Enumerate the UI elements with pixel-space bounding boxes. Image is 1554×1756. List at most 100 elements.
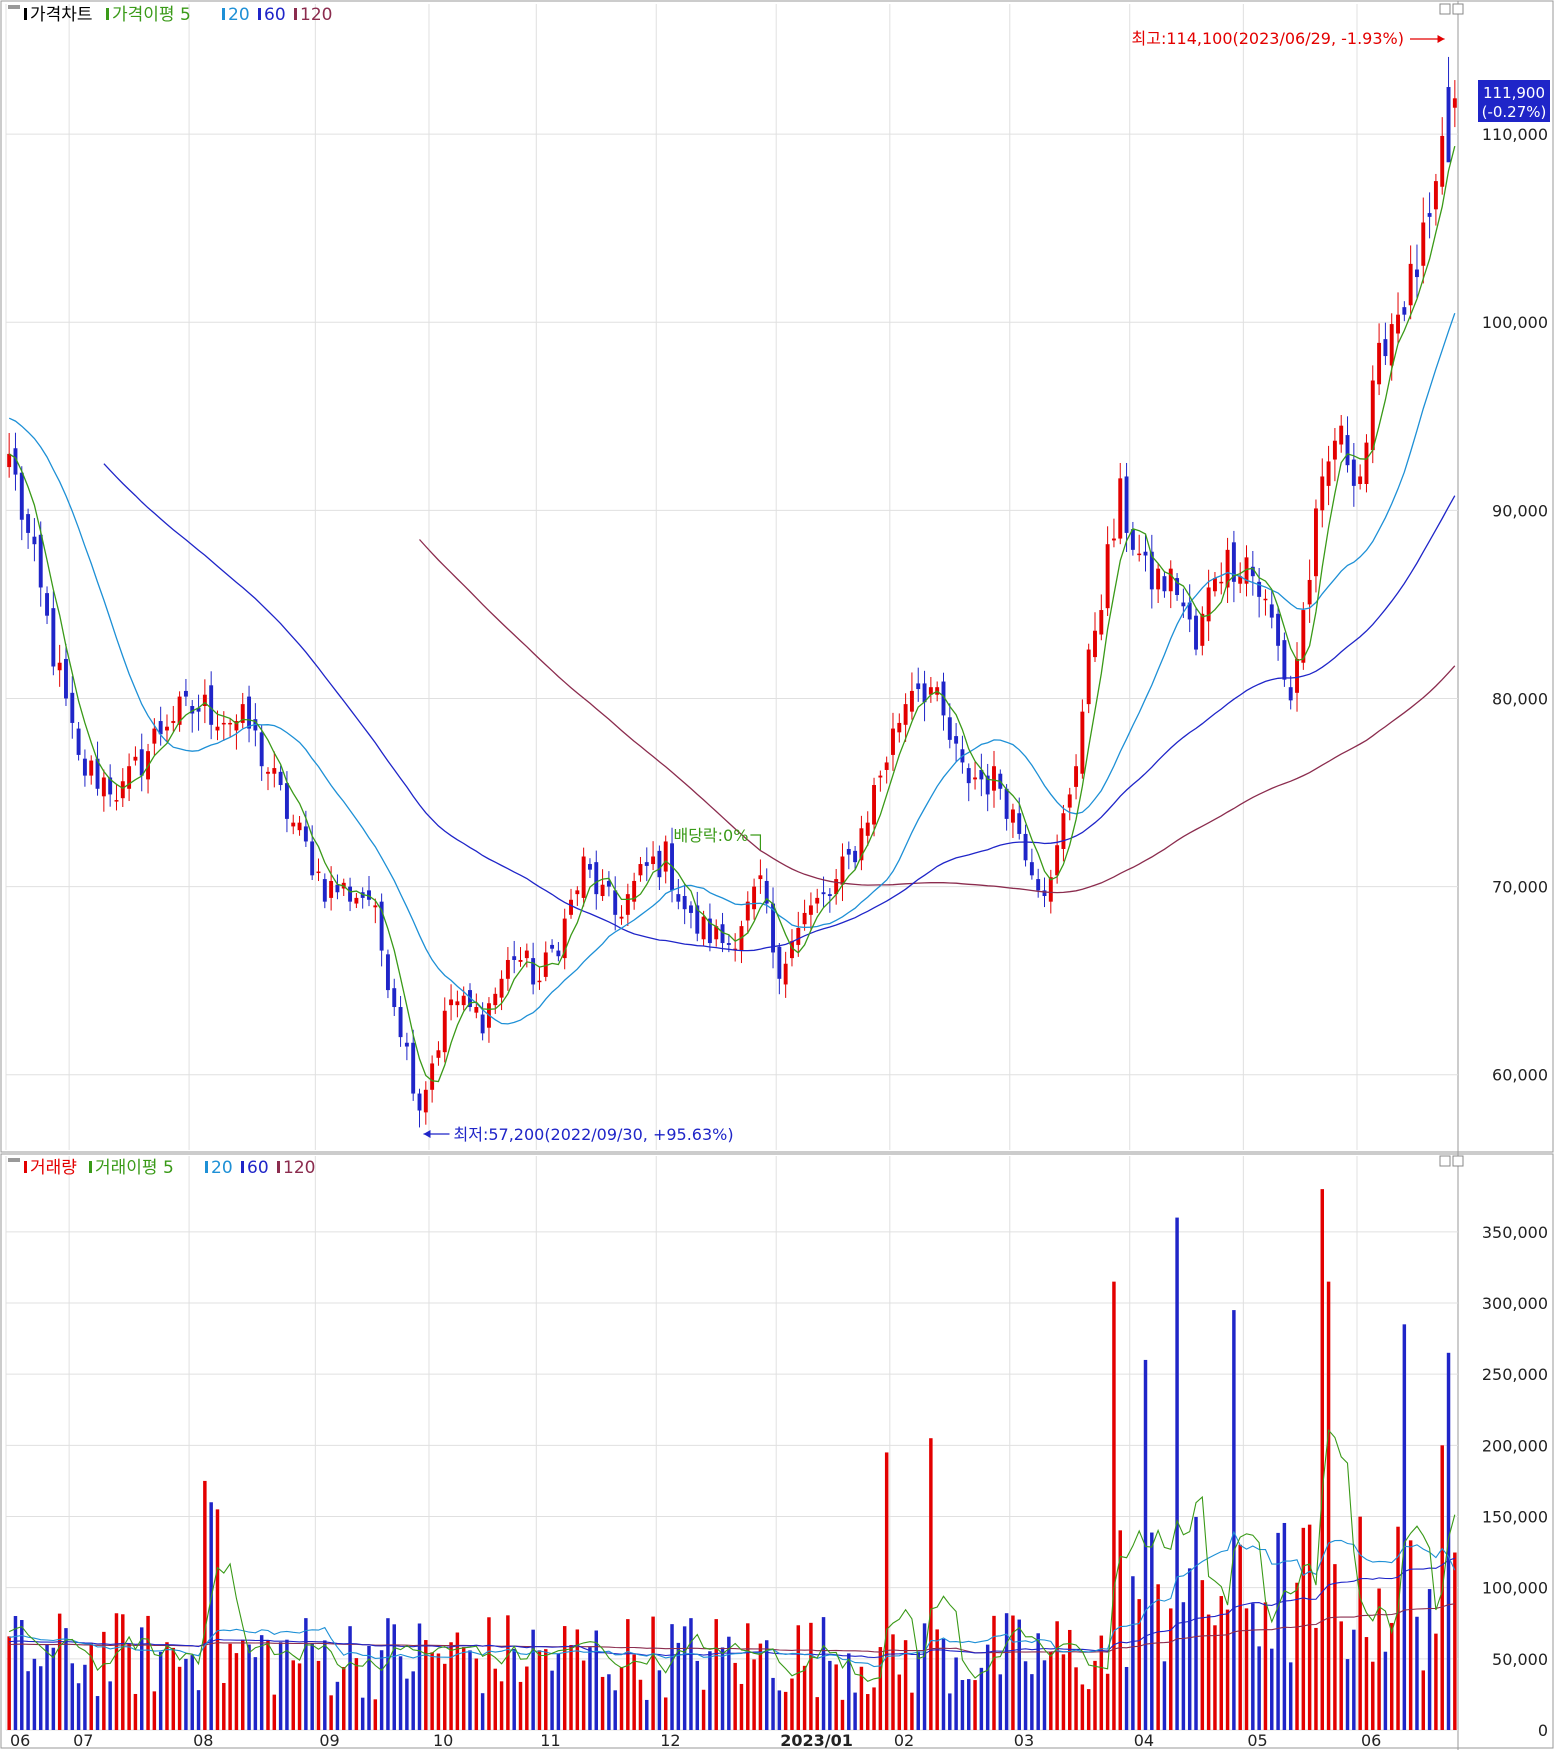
- candle: [1067, 787, 1072, 821]
- volume-tick-label: 100,000: [1482, 1579, 1548, 1598]
- panel-close-icon[interactable]: [1452, 1155, 1464, 1167]
- candle: [676, 879, 681, 910]
- candle: [1282, 632, 1287, 687]
- candle-body: [562, 918, 567, 959]
- volume-bar: [165, 1642, 169, 1730]
- volume-bar: [884, 1452, 889, 1730]
- volume-bar: [247, 1644, 251, 1730]
- volume-bar: [1263, 1602, 1268, 1730]
- candle: [1099, 594, 1104, 641]
- month-label: 02: [894, 1731, 914, 1750]
- candle-body: [1162, 576, 1167, 592]
- volume-bar: [1282, 1522, 1287, 1730]
- volume-bar: [1383, 1651, 1388, 1730]
- candle: [133, 746, 138, 766]
- candle: [461, 986, 466, 1011]
- candle-body: [632, 880, 637, 902]
- candle-body: [594, 862, 599, 895]
- candle: [45, 586, 49, 625]
- candle: [651, 841, 656, 871]
- candle: [1225, 537, 1230, 603]
- volume-bar: [417, 1623, 422, 1730]
- dividend-marker: [750, 834, 762, 850]
- candle: [695, 891, 700, 942]
- candle-body: [127, 766, 132, 789]
- last-price-badge: 111,900(-0.27%): [1478, 80, 1550, 122]
- candle-body: [139, 749, 144, 776]
- last-price-background: [1478, 80, 1550, 122]
- month-label: 11: [540, 1731, 560, 1750]
- volume-bar: [1402, 1324, 1407, 1730]
- candle: [606, 871, 611, 897]
- volume-bar: [203, 1480, 207, 1730]
- volume-bar: [872, 1687, 876, 1730]
- candle-body: [1320, 476, 1325, 511]
- candle-body: [1149, 551, 1154, 590]
- panel-minimize-icon[interactable]: [1439, 3, 1451, 15]
- panel-menu-icon[interactable]: [8, 5, 20, 9]
- candle: [379, 893, 384, 967]
- volume-bar: [379, 1650, 384, 1730]
- candle: [196, 694, 201, 731]
- candle-body: [815, 897, 820, 904]
- last-price-value: 111,900: [1483, 84, 1545, 102]
- candle-body: [404, 1042, 409, 1047]
- candle-body: [392, 988, 397, 1008]
- candle-body: [215, 726, 220, 731]
- candle-body: [1231, 542, 1236, 582]
- panel-menu-icon[interactable]: [8, 1158, 20, 1162]
- candle-body: [1137, 553, 1142, 556]
- panel-minimize-icon[interactable]: [1439, 1155, 1451, 1167]
- candle: [916, 667, 921, 702]
- candle: [865, 811, 870, 847]
- candle-body: [108, 777, 113, 795]
- candle-body: [903, 704, 908, 725]
- volume-bar: [480, 1693, 485, 1730]
- candle-body: [417, 1093, 422, 1111]
- volume-tick-label: 200,000: [1482, 1436, 1548, 1455]
- candle: [853, 845, 858, 870]
- volume-bar: [758, 1643, 763, 1730]
- candle: [266, 767, 270, 791]
- volume-bar: [196, 1690, 201, 1730]
- candle: [707, 903, 712, 952]
- candle: [82, 749, 87, 787]
- volume-bar: [449, 1642, 453, 1730]
- volume-bar: [1364, 1637, 1369, 1730]
- volume-bar: [1326, 1281, 1331, 1730]
- candle-body: [1452, 98, 1457, 108]
- grid: [5, 4, 1458, 1731]
- legend-swatch: [205, 1161, 208, 1173]
- panel-close-icon[interactable]: [1452, 3, 1464, 15]
- candle: [689, 901, 693, 929]
- volume-bar: [215, 1509, 220, 1730]
- candle: [1288, 675, 1293, 710]
- candle-body: [177, 696, 182, 725]
- candle-body: [657, 850, 662, 878]
- legend-label: 거래이평 5: [95, 1158, 174, 1178]
- candle-body: [1433, 181, 1438, 210]
- candle-body: [619, 916, 624, 919]
- volume-bar: [76, 1683, 81, 1730]
- candle-body: [663, 841, 668, 872]
- volume-bar: [1055, 1621, 1059, 1730]
- candle: [190, 700, 195, 733]
- candle-body: [120, 781, 125, 799]
- low-arrow-head: [423, 1130, 431, 1138]
- candle-body: [310, 841, 315, 876]
- month-label: 10: [433, 1731, 453, 1750]
- legend-label: 120: [283, 1158, 315, 1178]
- candle: [316, 858, 321, 882]
- volume-bar: [1288, 1662, 1293, 1730]
- candle-body: [1238, 576, 1243, 584]
- volume-bar: [1042, 1660, 1047, 1730]
- candle-body: [158, 721, 163, 735]
- volume-bar: [57, 1613, 62, 1730]
- candle-body: [682, 896, 687, 910]
- candle-body: [1446, 87, 1451, 163]
- candle-body: [474, 1007, 479, 1013]
- candle: [385, 949, 390, 999]
- volume-bar: [1453, 1552, 1457, 1730]
- candle-body: [909, 690, 914, 712]
- candle: [1004, 784, 1009, 831]
